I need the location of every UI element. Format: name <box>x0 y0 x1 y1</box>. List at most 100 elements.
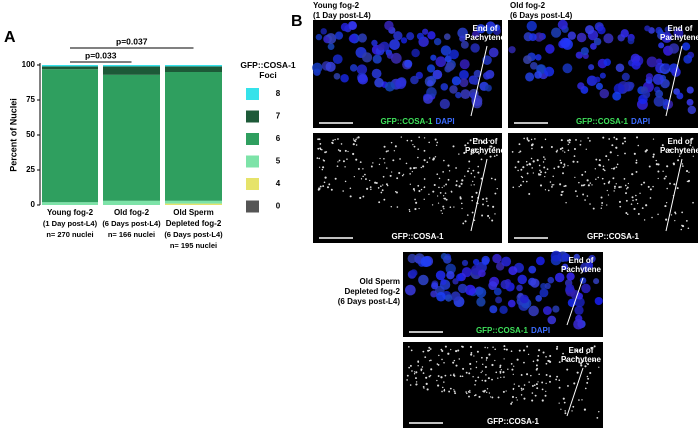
focus <box>420 166 422 169</box>
nucleus <box>390 52 402 64</box>
focus <box>486 141 488 144</box>
nucleus <box>420 256 432 268</box>
nucleus <box>459 69 469 80</box>
focus <box>362 175 364 178</box>
focus <box>334 138 336 141</box>
focus <box>537 355 540 357</box>
nucleus <box>357 33 367 43</box>
pachytene-line <box>665 158 683 232</box>
nucleus <box>459 59 470 70</box>
focus <box>494 192 497 195</box>
focus <box>607 194 610 196</box>
focus <box>370 165 373 168</box>
focus <box>518 151 520 154</box>
focus <box>491 378 493 381</box>
nucleus <box>493 24 501 31</box>
focus <box>513 383 515 385</box>
focus <box>680 136 682 138</box>
focus <box>645 204 648 207</box>
focus <box>322 185 325 187</box>
focus <box>415 167 417 169</box>
focus <box>385 183 388 186</box>
nucleus <box>516 284 523 292</box>
focus <box>422 165 425 168</box>
focus <box>418 207 420 210</box>
nucleus <box>459 35 466 42</box>
focus <box>692 201 694 204</box>
focus <box>663 177 666 180</box>
nucleus <box>630 53 641 64</box>
focus <box>652 185 654 188</box>
focus <box>355 158 358 161</box>
nucleus <box>449 49 459 60</box>
nucleus <box>517 274 527 285</box>
pachytene-line <box>470 158 488 232</box>
significance-label: p=0.037 <box>116 36 148 46</box>
focus <box>497 396 500 399</box>
focus <box>491 363 494 367</box>
focus <box>544 176 546 178</box>
focus <box>428 193 430 196</box>
bar-segment <box>165 200 222 204</box>
focus <box>546 168 549 170</box>
focus <box>422 385 425 388</box>
focus <box>648 165 651 168</box>
focus <box>436 379 438 382</box>
focus <box>336 165 339 167</box>
focus <box>559 159 562 162</box>
focus <box>619 205 622 208</box>
focus <box>417 365 419 367</box>
nucleus <box>620 29 629 38</box>
nucleus <box>406 32 415 41</box>
focus <box>487 204 489 207</box>
focus <box>464 220 467 223</box>
nucleus <box>528 305 539 317</box>
focus <box>510 402 513 405</box>
focus <box>434 138 437 141</box>
focus <box>486 388 489 390</box>
focus <box>481 379 484 382</box>
focus <box>482 203 484 206</box>
focus <box>460 202 463 205</box>
focus <box>519 150 522 153</box>
focus <box>574 176 576 179</box>
gfp-caption: GFP::COSA-1 <box>487 417 540 426</box>
focus <box>378 201 381 204</box>
focus <box>477 376 480 379</box>
focus <box>453 389 455 391</box>
focus <box>429 348 432 350</box>
nucleus <box>593 37 602 46</box>
focus <box>664 205 667 208</box>
focus <box>590 346 593 350</box>
focus <box>385 150 388 153</box>
focus <box>359 196 362 200</box>
focus <box>485 356 488 359</box>
focus <box>438 186 440 189</box>
nucleus <box>683 54 693 64</box>
nucleus <box>478 269 486 278</box>
focus <box>428 349 431 352</box>
nucleus <box>603 58 611 66</box>
focus <box>612 177 615 179</box>
nucleus <box>476 297 486 307</box>
focus <box>545 362 548 365</box>
focus <box>453 373 455 375</box>
focus <box>626 186 629 189</box>
focus <box>555 150 558 153</box>
nucleus <box>485 84 492 92</box>
focus <box>502 390 505 393</box>
focus <box>665 218 668 221</box>
focus <box>678 155 681 157</box>
nucleus <box>539 288 549 298</box>
focus <box>528 163 530 166</box>
focus <box>543 166 546 169</box>
nucleus <box>534 32 544 42</box>
focus <box>502 371 505 374</box>
focus <box>340 143 343 145</box>
nucleus <box>315 33 323 41</box>
bar-segment <box>42 65 98 67</box>
nucleus <box>416 32 424 40</box>
focus <box>394 191 397 193</box>
focus <box>426 388 429 391</box>
nucleus <box>371 39 378 47</box>
